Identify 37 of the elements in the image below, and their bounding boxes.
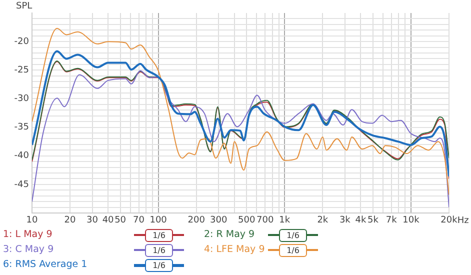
y-axis-title: SPL [16,1,32,12]
x-tick-label: 70 [133,216,145,226]
x-tick-label: 10 [26,216,38,226]
legend-label: 4: LFE May 9 [203,243,265,257]
y-tick-label: -45 [14,180,29,190]
x-tick-label: 4k [355,216,367,226]
x-tick-label: 200 [188,216,206,226]
text: 1: L May 9 [2,228,54,242]
x-tick-label: 20k [440,216,458,226]
x-tick-label: 20 [64,216,76,226]
y-tick-label: -30 [14,94,30,104]
x-tick-label: 5k [367,216,380,226]
x-tick-label: 1k [279,216,291,226]
text: 6: RMS Average 1 [2,258,88,272]
x-tick-label: 100 [150,216,168,226]
x-tick-label: 30 [86,216,98,226]
text: 1/6 [145,229,173,242]
text: 3: C May 9 [2,243,55,257]
text: 1/6 [145,259,173,272]
x-tick-label: 300 [210,216,228,226]
text: 2: R May 9 [203,228,256,242]
y-tick-label: -25 [14,65,29,76]
text: 1/6 [145,244,173,257]
y-tick-label: -20 [14,36,30,47]
x-tick-label: 7k [386,216,398,226]
text: 1/6 [279,229,307,242]
x-tick-label: 2k [317,216,329,226]
x-tick-label: 3k [339,216,352,226]
x-tick-label: 700 [256,216,274,226]
x-axis-title: Hz [457,216,470,226]
x-tick-label: 500 [238,216,256,226]
x-tick-label: 10k [402,216,420,226]
y-tick-label: -40 [14,151,30,162]
y-tick-label: -35 [14,122,29,133]
text: 1/6 [279,244,307,257]
x-tick-label: 40 [102,216,114,226]
x-tick-label: 50 [114,216,126,226]
